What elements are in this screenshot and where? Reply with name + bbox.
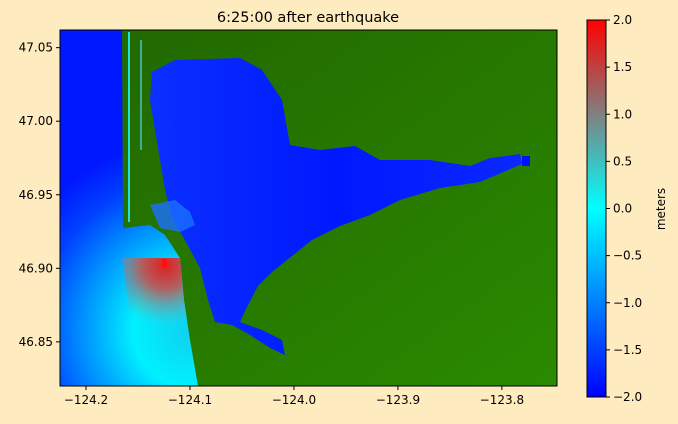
peak-runup-spot xyxy=(162,259,167,268)
x-tick-label: −124.1 xyxy=(168,393,212,407)
colorbar-tick-label: −0.5 xyxy=(613,249,642,263)
colorbar-tick-label: −2.0 xyxy=(613,390,642,404)
colorbar-tick-label: 1.0 xyxy=(613,107,632,121)
colorbar-tick-label: −1.5 xyxy=(613,343,642,357)
x-tick-label: −124.2 xyxy=(64,393,108,407)
y-tick-label: 46.95 xyxy=(19,188,53,202)
colorbar-label: meters xyxy=(654,188,668,230)
colorbar-tick-label: 0.5 xyxy=(613,154,632,168)
peninsula-marsh-wet xyxy=(140,40,142,150)
y-tick-label: 46.85 xyxy=(19,335,53,349)
chart-title: 6:25:00 after earthquake xyxy=(217,10,399,26)
colorbar xyxy=(586,19,607,398)
colorbar-tick-label: −1.0 xyxy=(613,296,642,310)
ocean-shelf-gradient xyxy=(122,258,198,386)
x-tick-label: −123.8 xyxy=(480,393,524,407)
x-tick-label: −124.0 xyxy=(272,393,316,407)
colorbar-tick-label: 2.0 xyxy=(613,13,632,27)
bay-entrance-water xyxy=(150,200,195,232)
y-tick-label: 47.05 xyxy=(19,41,53,55)
river-end-water xyxy=(522,156,530,166)
colorbar-tick-label: 1.5 xyxy=(613,60,632,74)
peninsula-shoreline-wet xyxy=(128,32,130,222)
heatmap-image xyxy=(60,30,557,386)
axes-frame xyxy=(59,29,558,387)
colorbar-tick-label: 0.0 xyxy=(613,202,632,216)
x-tick-label: −123.9 xyxy=(376,393,420,407)
y-tick-label: 46.90 xyxy=(19,261,53,275)
y-tick-label: 47.00 xyxy=(19,114,53,128)
bay-region xyxy=(150,58,522,355)
